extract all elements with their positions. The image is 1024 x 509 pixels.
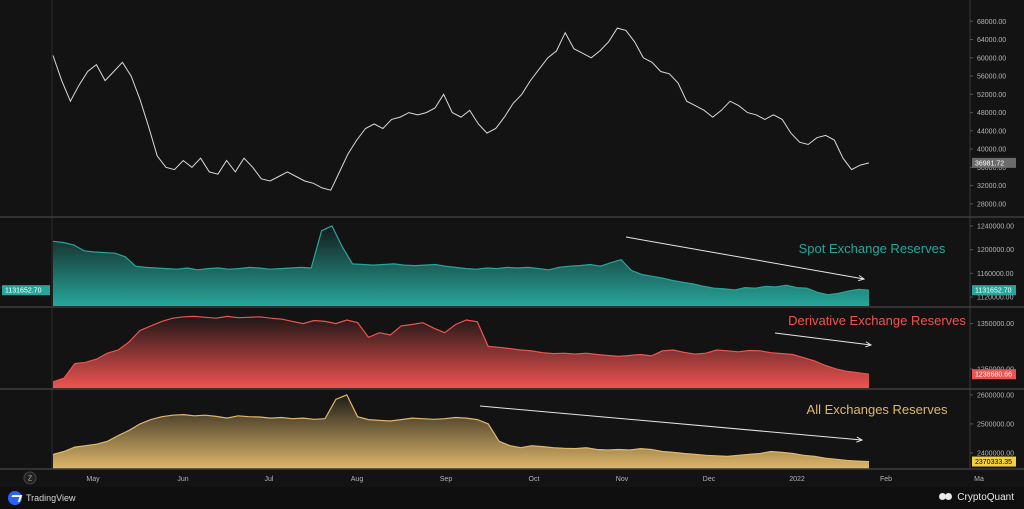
- price-series-line: [52, 27, 870, 191]
- spot-last-value-label: 1131652.70: [975, 288, 1012, 295]
- derivative-series-line: [52, 315, 870, 383]
- x-month-label: Ma: [974, 476, 984, 483]
- x-month-label: Jul: [265, 476, 274, 483]
- all-area-fill: [53, 394, 869, 469]
- price-ytick-label: 32000.00: [977, 183, 1006, 190]
- price-ytick-label: 64000.00: [977, 37, 1006, 44]
- all-trend-arrowhead: [856, 436, 864, 443]
- cryptoquant-label: CryptoQuant: [957, 491, 1014, 503]
- all-title: All Exchanges Reserves: [807, 402, 948, 417]
- price-ytick-label: 48000.00: [977, 110, 1006, 117]
- price-last-value-tag: [972, 157, 1016, 168]
- derivative-trend-arrow: [774, 332, 872, 346]
- all-trend-arrow: [479, 405, 863, 441]
- price-ytick-label: 52000.00: [977, 92, 1006, 99]
- spot-ytick-label: 1160000.00: [977, 271, 1014, 278]
- all-last-value-tag: [972, 456, 1016, 467]
- cryptoquant-icon: [939, 490, 953, 504]
- spot-last-value-left-label: 1131652.70: [5, 288, 42, 295]
- all-ytick-label: 2500000.00: [977, 421, 1014, 428]
- spot-ytick-label: 1200000.00: [977, 247, 1014, 254]
- x-axis: May Jun Jul Aug Sep Oct Nov Dec 2022 Feb Ma Z: [0, 468, 1024, 485]
- timezone-button-label[interactable]: Z: [28, 476, 33, 483]
- price-panel: 28000.00 32000.00 36000.00 40000.00 44000.00…: [52, 19, 1016, 208]
- x-month-label: Dec: [703, 476, 716, 483]
- x-month-label: Jun: [177, 476, 188, 483]
- price-ytick-label: 44000.00: [977, 128, 1006, 135]
- tradingview-label: TradingView: [26, 493, 76, 503]
- spot-last-value-tag: [972, 285, 1016, 296]
- all-last-value-label: 2370333.35: [975, 459, 1012, 466]
- all-ytick-label: 2600000.00: [977, 392, 1014, 399]
- x-month-label: May: [86, 476, 100, 483]
- derivative-last-value-tag: [972, 369, 1016, 380]
- derivative-title: Derivative Exchange Reserves: [788, 313, 966, 328]
- derivative-trend-arrowhead: [865, 341, 873, 348]
- spot-area-fill: [53, 225, 869, 306]
- spot-trend-arrowhead: [858, 275, 866, 282]
- x-month-label: Oct: [529, 476, 540, 483]
- price-last-value-label: 36981.72: [975, 160, 1004, 167]
- x-month-label: Nov: [616, 476, 629, 483]
- timezone-button[interactable]: [23, 471, 37, 485]
- derivative-panel: 1250000.001350000.001238680.66Derivative…: [0, 306, 1024, 388]
- tradingview-logo[interactable]: TradingView: [8, 491, 76, 505]
- spot-ytick-label: 1120000.00: [977, 295, 1014, 302]
- price-ytick-label: 40000.00: [977, 147, 1006, 154]
- all-panel: 2400000.00 2500000.00 2600000.00 2370333.35…: [0, 388, 1024, 469]
- spot-panel: 1120000.00 1160000.00 1200000.00 1240000.00…: [0, 216, 1024, 306]
- all-ytick-label: 2400000.00: [977, 450, 1014, 457]
- price-ytick-label: 68000.00: [977, 19, 1006, 26]
- spot-last-value-tag-left: [2, 285, 50, 296]
- spot-series-line: [52, 225, 870, 296]
- derivative-ytick-label: 1350000.00: [977, 321, 1014, 328]
- tradingview-icon: [8, 491, 22, 505]
- spot-title: Spot Exchange Reserves: [799, 241, 946, 256]
- derivative-last-value-label: 1238680.66: [975, 372, 1012, 379]
- spot-ytick-label: 1240000.00: [977, 223, 1014, 230]
- price-ytick-label: 36000.00: [977, 165, 1006, 172]
- x-month-label: 2022: [789, 476, 805, 483]
- x-month-label: Aug: [351, 476, 364, 483]
- all-series-line: [52, 394, 870, 463]
- derivative-area-fill: [53, 316, 869, 388]
- price-ytick-label: 60000.00: [977, 55, 1006, 62]
- price-ytick-label: 28000.00: [977, 201, 1006, 208]
- cryptoquant-logo: CryptoQuant: [939, 490, 1014, 504]
- x-month-label: Feb: [880, 476, 892, 483]
- spot-trend-arrow: [625, 236, 865, 280]
- footer-bar: TradingView CryptoQuant: [0, 487, 1024, 509]
- x-month-label: Sep: [440, 476, 453, 483]
- price-ytick-label: 56000.00: [977, 74, 1006, 81]
